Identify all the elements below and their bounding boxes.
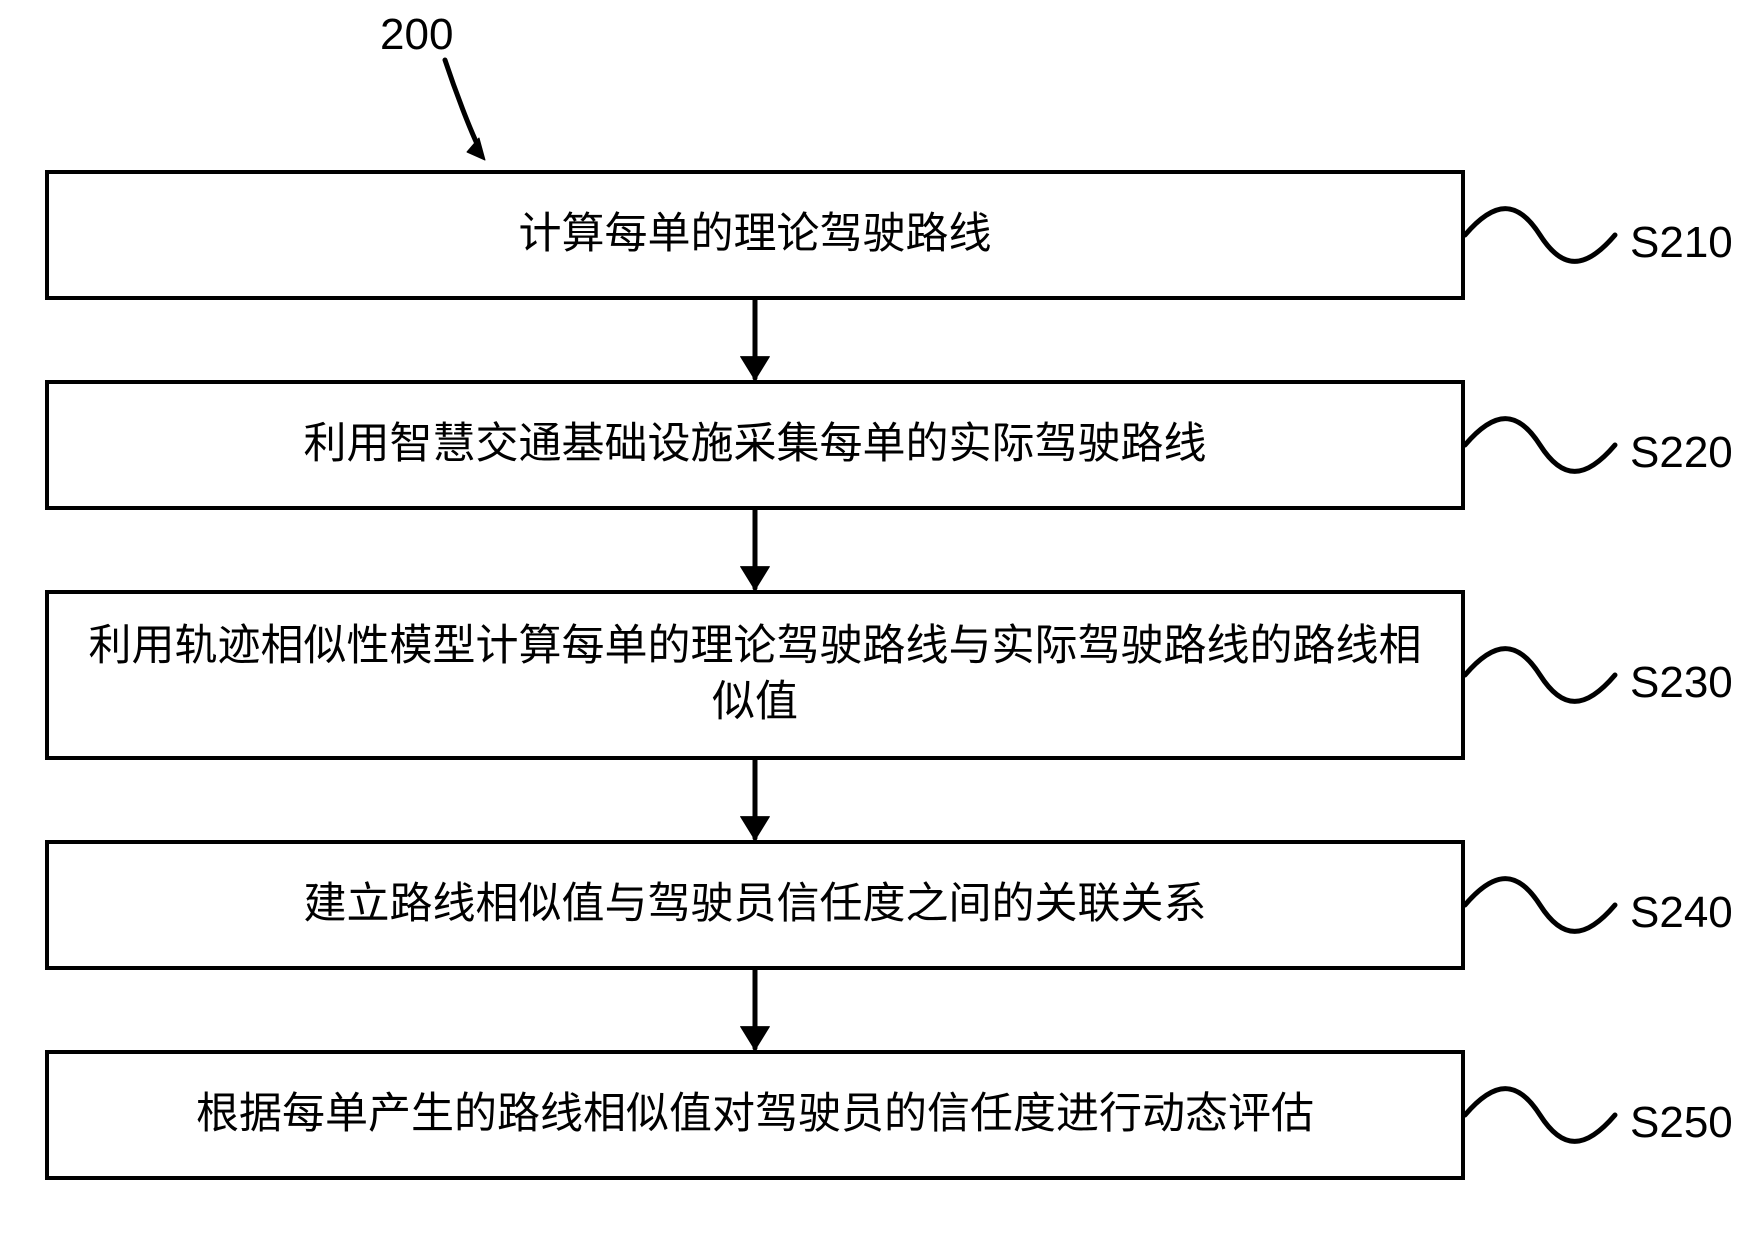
step-text: 根据每单产生的路线相似值对驾驶员的信任度进行动态评估 bbox=[196, 1087, 1314, 1143]
figure-number-label: 200 bbox=[380, 10, 453, 60]
step-id-label: S210 bbox=[1630, 218, 1733, 268]
step-text: 计算每单的理论驾驶路线 bbox=[519, 207, 992, 263]
step-box-s220: 利用智慧交通基础设施采集每单的实际驾驶路线 bbox=[45, 380, 1465, 510]
step-text: 建立路线相似值与驾驶员信任度之间的关联关系 bbox=[304, 877, 1207, 933]
step-box-s210: 计算每单的理论驾驶路线 bbox=[45, 170, 1465, 300]
step-id-label: S230 bbox=[1630, 658, 1733, 708]
step-text: 利用智慧交通基础设施采集每单的实际驾驶路线 bbox=[304, 417, 1207, 473]
step-box-s240: 建立路线相似值与驾驶员信任度之间的关联关系 bbox=[45, 840, 1465, 970]
flowchart-canvas: 200 计算每单的理论驾驶路线 利用智慧交通基础设施采集每单的实际驾驶路线 利用… bbox=[0, 0, 1737, 1242]
step-text: 利用轨迹相似性模型计算每单的理论驾驶路线与实际驾驶路线的路线相似值 bbox=[69, 619, 1441, 731]
step-id-label: S250 bbox=[1630, 1098, 1733, 1148]
step-box-s230: 利用轨迹相似性模型计算每单的理论驾驶路线与实际驾驶路线的路线相似值 bbox=[45, 590, 1465, 760]
step-id-label: S220 bbox=[1630, 428, 1733, 478]
step-box-s250: 根据每单产生的路线相似值对驾驶员的信任度进行动态评估 bbox=[45, 1050, 1465, 1180]
step-id-label: S240 bbox=[1630, 888, 1733, 938]
